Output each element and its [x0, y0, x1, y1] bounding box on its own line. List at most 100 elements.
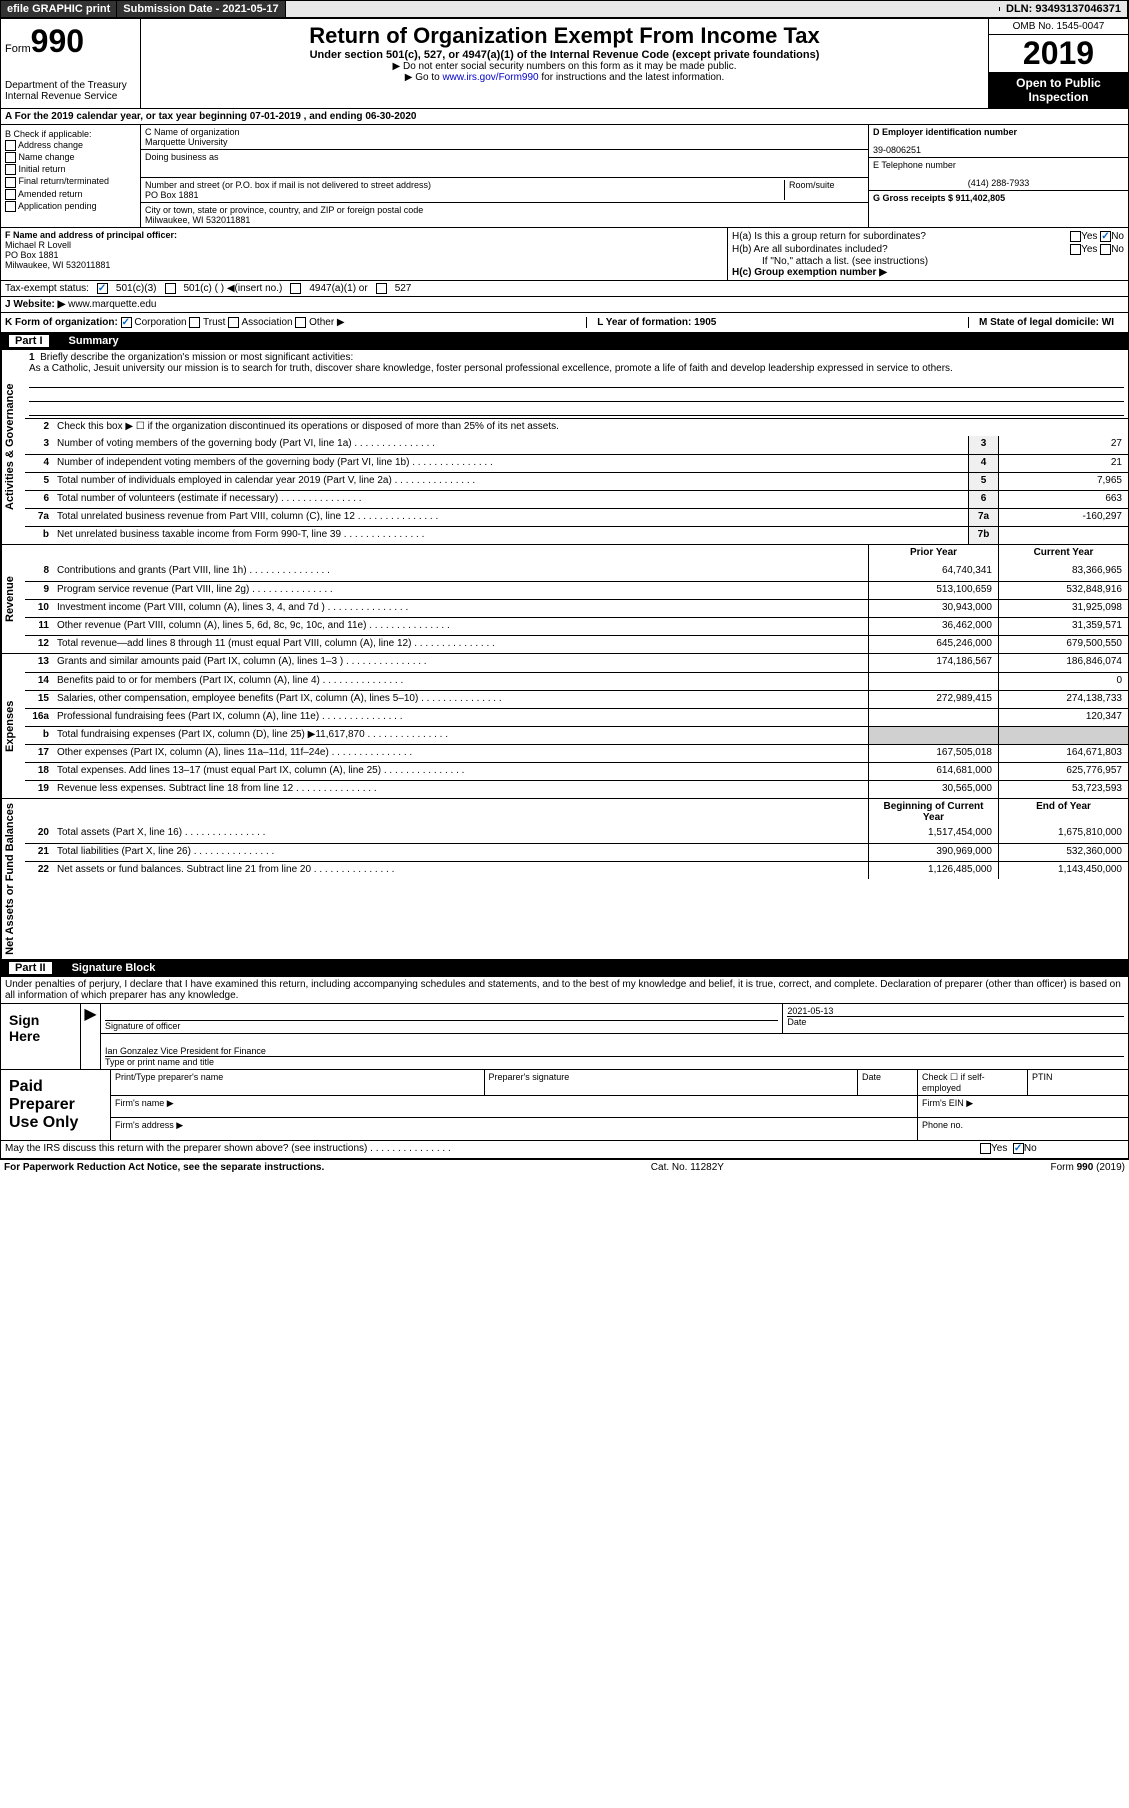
current-value: 1,675,810,000 — [998, 825, 1128, 843]
prior-value — [868, 727, 998, 744]
prep-ptin-hdr: PTIN — [1028, 1070, 1128, 1095]
cb-other[interactable] — [295, 317, 306, 328]
part2-header: Part II Signature Block — [1, 959, 1128, 977]
line-text: Benefits paid to or for members (Part IX… — [53, 673, 868, 690]
line-text: Total revenue—add lines 8 through 11 (mu… — [53, 636, 868, 653]
line-value: 7,965 — [998, 473, 1128, 490]
cb-501c[interactable] — [165, 283, 176, 294]
cb-corp[interactable] — [121, 317, 132, 328]
form-number: 990 — [31, 23, 84, 59]
city: Milwaukee, WI 532011881 — [145, 215, 864, 225]
hb-label: H(b) Are all subordinates included? — [732, 244, 888, 255]
addr: PO Box 1881 — [145, 190, 784, 200]
addr-label: Number and street (or P.O. box if mail i… — [145, 180, 784, 190]
l1-label: Briefly describe the organization's miss… — [40, 352, 353, 363]
cb-trust[interactable] — [189, 317, 200, 328]
hb-no[interactable] — [1100, 244, 1111, 255]
mission-text: As a Catholic, Jesuit university our mis… — [29, 363, 1124, 374]
hb-note: If "No," attach a list. (see instruction… — [732, 256, 1124, 267]
open-public: Open to Public — [993, 76, 1124, 90]
cb-name-change[interactable]: Name change — [5, 152, 136, 163]
cb-amended[interactable]: Amended return — [5, 189, 136, 200]
prior-value: 167,505,018 — [868, 745, 998, 762]
efile-button[interactable]: efile GRAPHIC print — [1, 1, 117, 17]
prior-value: 390,969,000 — [868, 844, 998, 861]
ein: 39-0806251 — [873, 145, 1124, 155]
hb-yes[interactable] — [1070, 244, 1081, 255]
gross-receipts: G Gross receipts $ 911,402,805 — [873, 193, 1124, 203]
paperwork-notice: For Paperwork Reduction Act Notice, see … — [4, 1162, 324, 1173]
cb-address-change[interactable]: Address change — [5, 140, 136, 151]
line-text: Grants and similar amounts paid (Part IX… — [53, 654, 868, 672]
prep-date-hdr: Date — [858, 1070, 918, 1095]
prior-year-hdr: Prior Year — [868, 545, 998, 563]
sig-officer-label: Signature of officer — [105, 1020, 778, 1031]
line-text: Total unrelated business revenue from Pa… — [53, 509, 968, 526]
sig-name: Ian Gonzalez Vice President for Finance — [105, 1046, 1124, 1056]
form-title: Return of Organization Exempt From Incom… — [145, 23, 984, 49]
prep-name-hdr: Print/Type preparer's name — [111, 1070, 485, 1095]
prior-value: 1,517,454,000 — [868, 825, 998, 843]
discuss-no[interactable] — [1013, 1143, 1024, 1154]
line-box: 4 — [968, 455, 998, 472]
current-value: 120,347 — [998, 709, 1128, 726]
prior-value: 1,126,485,000 — [868, 862, 998, 879]
line-box: 5 — [968, 473, 998, 490]
discuss-yes[interactable] — [980, 1143, 991, 1154]
line-text: Total assets (Part X, line 16) — [53, 825, 868, 843]
sig-date-label: Date — [787, 1016, 1124, 1027]
beg-year-hdr: Beginning of Current Year — [868, 799, 998, 825]
form-prefix: Form — [5, 43, 31, 55]
line-box: 3 — [968, 436, 998, 454]
omb-number: OMB No. 1545-0047 — [989, 19, 1128, 35]
cb-initial-return[interactable]: Initial return — [5, 164, 136, 175]
l2-text: Check this box ▶ ☐ if the organization d… — [53, 419, 1128, 436]
form-note1: ▶ Do not enter social security numbers o… — [145, 61, 984, 72]
prior-value: 645,246,000 — [868, 636, 998, 653]
prior-value — [868, 709, 998, 726]
officer-label: F Name and address of principal officer: — [5, 230, 723, 240]
cb-application[interactable]: Application pending — [5, 201, 136, 212]
part1-header: Part I Summary — [1, 332, 1128, 350]
line-text: Professional fundraising fees (Part IX, … — [53, 709, 868, 726]
org-name: Marquette University — [145, 137, 864, 147]
cb-527[interactable] — [376, 283, 387, 294]
line-text: Salaries, other compensation, employee b… — [53, 691, 868, 708]
line-value — [998, 527, 1128, 544]
cb-501c3[interactable] — [97, 283, 108, 294]
cb-assoc[interactable] — [228, 317, 239, 328]
line-text: Revenue less expenses. Subtract line 18 … — [53, 781, 868, 798]
line-value: 21 — [998, 455, 1128, 472]
prep-self-emp[interactable]: Check ☐ if self-employed — [918, 1070, 1028, 1095]
tax-year: 2019 — [989, 35, 1128, 72]
sig-date: 2021-05-13 — [787, 1006, 1124, 1016]
officer-addr2: Milwaukee, WI 532011881 — [5, 260, 723, 270]
line-box: 7a — [968, 509, 998, 526]
prep-sig-hdr: Preparer's signature — [485, 1070, 859, 1095]
dba-label: Doing business as — [145, 152, 219, 175]
col-b-checkboxes: B Check if applicable: Address change Na… — [1, 125, 141, 227]
ha-no[interactable] — [1100, 231, 1111, 242]
prior-value: 174,186,567 — [868, 654, 998, 672]
room-label: Room/suite — [784, 180, 864, 200]
phone-label: Phone no. — [918, 1118, 1128, 1140]
website-label: J Website: ▶ — [5, 299, 65, 310]
current-value: 532,848,916 — [998, 582, 1128, 599]
current-value: 274,138,733 — [998, 691, 1128, 708]
website-value: www.marquette.edu — [68, 299, 156, 310]
tax-exempt-label: Tax-exempt status: — [5, 283, 89, 294]
officer-name: Michael R Lovell — [5, 240, 723, 250]
current-value: 164,671,803 — [998, 745, 1128, 762]
irs-link[interactable]: www.irs.gov/Form990 — [442, 72, 538, 83]
line-text: Total expenses. Add lines 13–17 (must eq… — [53, 763, 868, 780]
ha-yes[interactable] — [1070, 231, 1081, 242]
vtab-revenue: Revenue — [1, 545, 25, 653]
cb-4947[interactable] — [290, 283, 301, 294]
discuss-label: May the IRS discuss this return with the… — [1, 1141, 978, 1158]
row-a-tax-year: A For the 2019 calendar year, or tax yea… — [1, 108, 1128, 124]
current-value: 1,143,450,000 — [998, 862, 1128, 879]
cb-final-return[interactable]: Final return/terminated — [5, 176, 136, 187]
current-value: 532,360,000 — [998, 844, 1128, 861]
line-text: Total number of volunteers (estimate if … — [53, 491, 968, 508]
sign-arrow-icon: ▶ — [81, 1004, 101, 1069]
